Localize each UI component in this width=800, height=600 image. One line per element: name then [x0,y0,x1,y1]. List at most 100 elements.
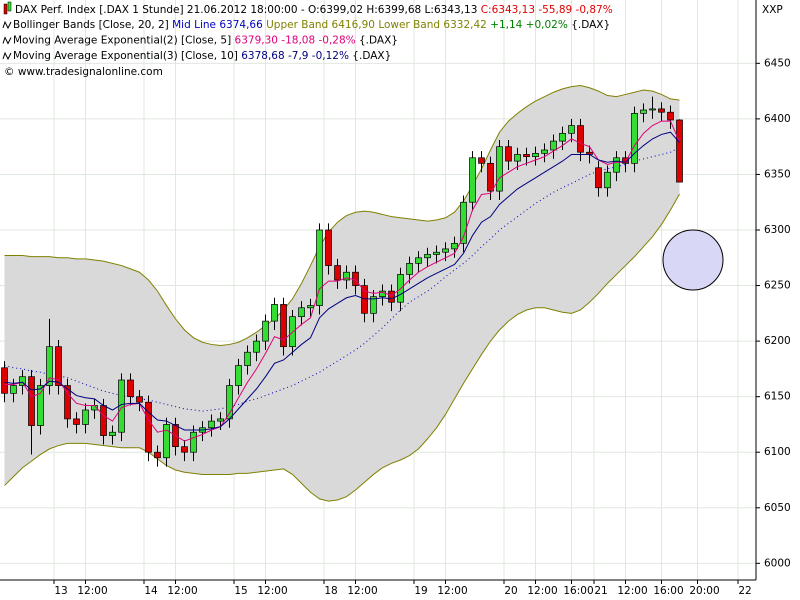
candle-body [424,254,431,259]
candle-body [145,401,152,453]
candle-body [298,307,305,318]
x-tick-label: 12:00 [437,585,467,597]
candle-body [460,201,467,244]
candle-body [379,290,386,298]
candle-body [496,146,503,192]
candle-body [370,296,377,314]
x-tick-label: 12:00 [347,585,377,597]
candle-body [190,431,197,453]
candle-body [64,385,71,420]
legend-change: +1,14 +0,02% [490,19,568,31]
candle-body [478,157,485,164]
candle-body [262,320,269,342]
candle-body [550,140,557,151]
x-tick-label: 20:00 [689,585,719,597]
header: DAX Perf. Index [.DAX 1 Stunde] 21.06.20… [15,4,613,16]
indicator-line [4,146,680,412]
x-tick-label: 16:00 [563,585,593,597]
candle-body [109,431,116,436]
candle-body [613,157,620,173]
legend-icon [2,36,12,45]
candle-body [361,285,368,314]
y-tick-label: 6300 [764,224,791,236]
legend-tag: {.DAX} [352,50,391,62]
legend-icon [2,51,12,61]
legend-series-value: 6332,42 [443,19,486,31]
x-tick-label: 12:00 [77,585,107,597]
candle-body [244,351,251,366]
legend-series-name: Upper Band [266,19,328,31]
candle-body [487,162,494,192]
legend-icon [2,20,12,30]
y-tick-label: 6050 [764,502,791,514]
candle-body [442,248,449,253]
candle-body [1,367,8,394]
candle-body [523,154,530,158]
legend-series-name: Lower Band [378,19,440,31]
candle-body [163,424,170,459]
candle-body [73,418,80,425]
candle-body [532,152,539,158]
x-tick-label: 13 [54,585,67,597]
candle-body [136,396,143,403]
x-tick-label: 15 [234,585,247,597]
cursor-marker [662,229,724,291]
x-tick-label: 18 [324,585,337,597]
candle-body [622,157,629,164]
legend-entry: Moving Average Exponential(2) [Close, 5]… [13,35,398,47]
candle-body [469,157,476,203]
candle-body [352,271,359,286]
candle-body [505,146,512,162]
y-tick-label: 6200 [764,335,791,347]
candle-body [415,257,422,264]
candle-body [37,385,44,426]
candle-body [127,379,134,398]
candle-body [658,108,665,113]
candle-body [208,420,215,429]
legend-series-value: 6374,66 [219,19,263,31]
indicator-line [4,120,680,442]
x-tick-label: 12:00 [257,585,287,597]
legend-series-value: 6378,68 -7,9 -0,12% [241,50,349,62]
legend-series-name: Mid Line [172,19,216,31]
x-tick-label: 19 [414,585,427,597]
x-tick-label: 12:00 [617,585,647,597]
y-tick-label: 6350 [764,168,791,180]
candle-body [451,242,458,250]
legend-entry: Bollinger Bands [Close, 20, 2] Mid Line … [13,19,610,31]
candle-body [55,346,62,386]
candle-body [676,119,683,183]
x-tick-label: 21 [594,585,607,597]
candle-body [640,109,647,114]
candle-body [235,365,242,386]
x-tick-label: 22 [738,585,751,597]
candle-body [541,149,548,154]
candle-body [406,262,413,275]
candle-body [181,446,188,453]
y-tick-label: 6250 [764,280,791,292]
header-change: C:6343,13 -55,89 -0,87% [481,4,613,16]
candle-body [568,125,575,134]
candle-body [388,290,395,303]
candle-body [46,346,53,386]
candle-body [604,171,611,189]
header-text: DAX Perf. Index [.DAX 1 Stunde] 21.06.20… [15,4,477,16]
header-icon [3,3,8,15]
band-fill [4,85,680,502]
legend-name: Moving Average Exponential(2) [Close, 5] [13,35,231,47]
candle-body [10,385,17,394]
x-tick-label: 12:00 [527,585,557,597]
legend-name: Moving Average Exponential(3) [Close, 10… [13,50,238,62]
x-tick-label: 14 [144,585,158,597]
legend-name: Bollinger Bands [Close, 20, 2] [13,19,169,31]
x-tick-label: 16:00 [653,585,683,597]
legend-tag: {.DAX} [571,19,610,31]
candle-body [217,418,224,422]
legend: DAX Perf. Index [.DAX 1 Stunde] 21.06.20… [2,1,613,78]
candle-body [271,304,278,322]
candle-body [19,376,26,386]
y-axis-title: XXP [762,4,783,16]
legend-tag: {.DAX} [359,35,398,47]
header-icon [7,1,12,12]
